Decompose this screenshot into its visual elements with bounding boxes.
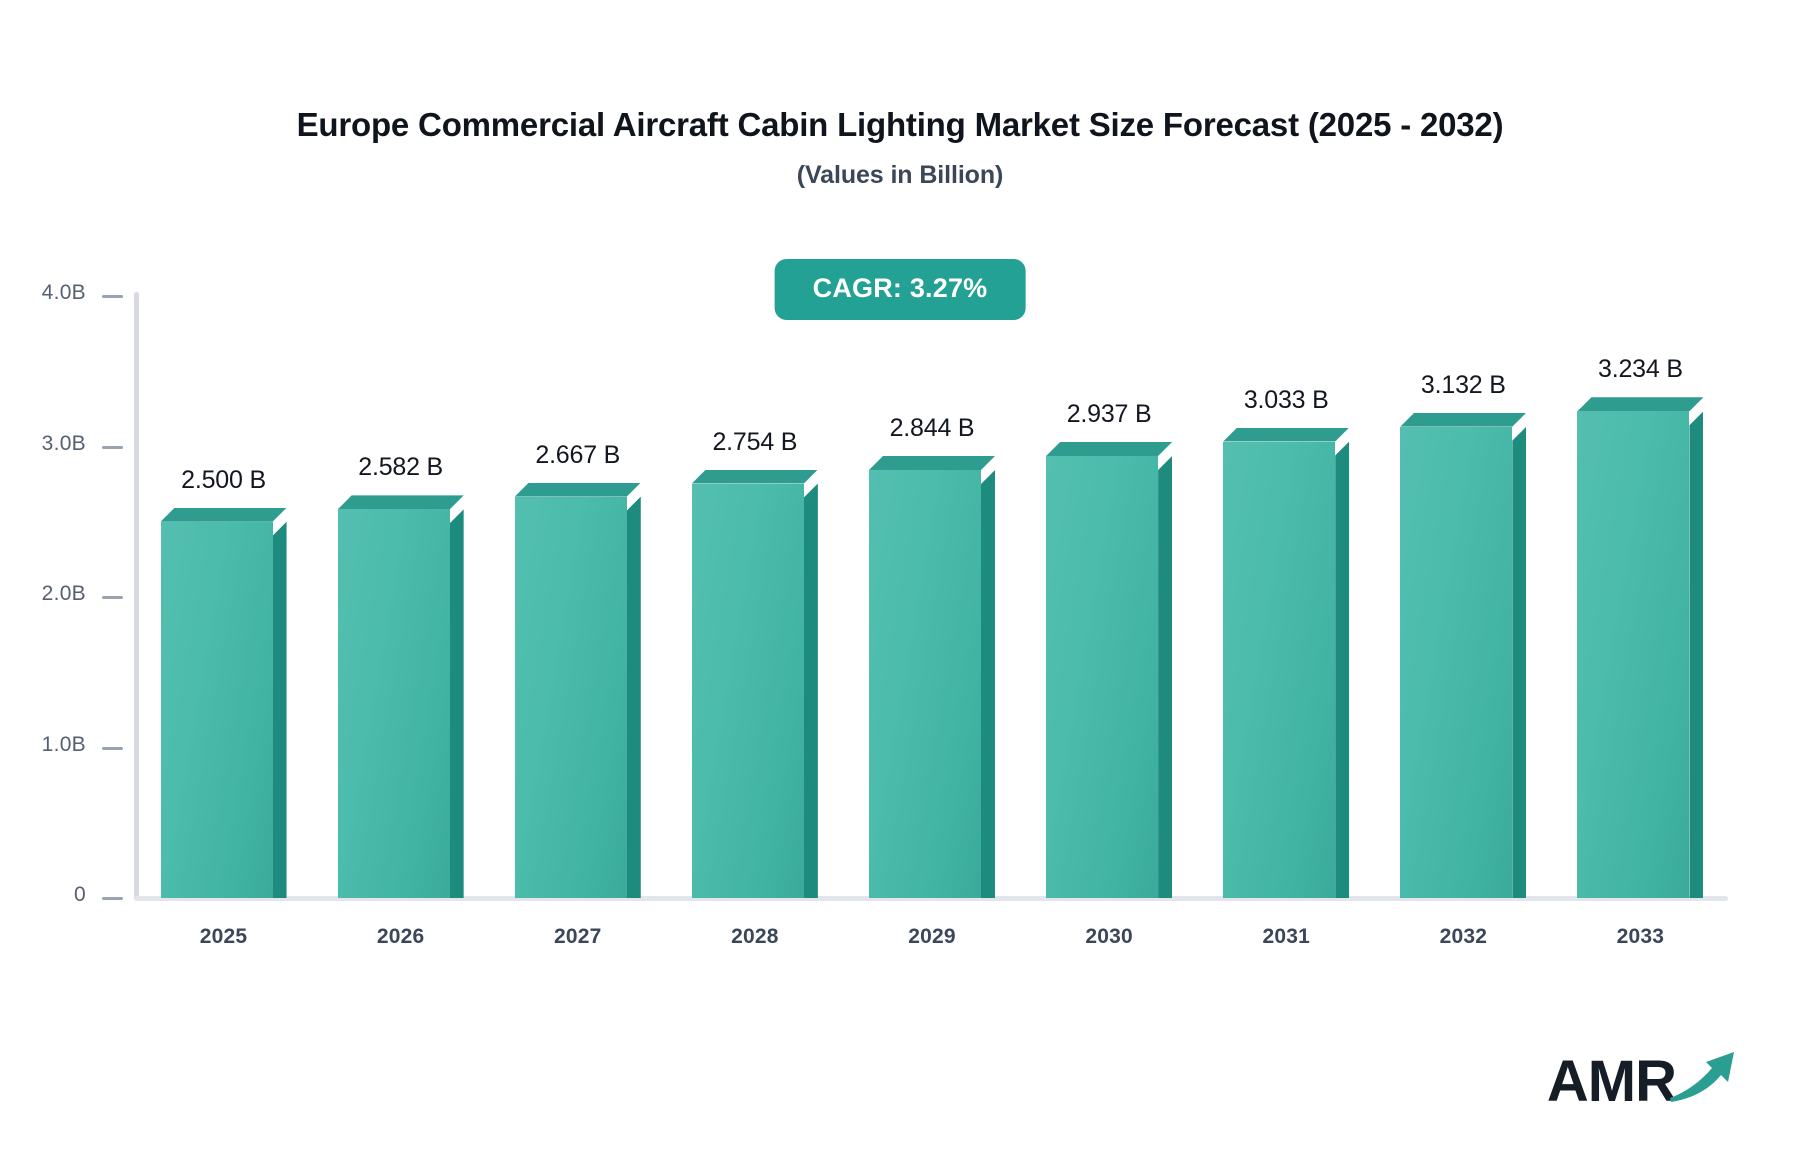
- bar-value-label: 2.582 B: [358, 453, 444, 482]
- x-axis-label: 2025: [199, 925, 248, 948]
- x-axis-label: 2031: [1262, 925, 1310, 948]
- x-axis-line: [134, 896, 1728, 901]
- cagr-badge: CAGR: 3.27%: [774, 259, 1026, 320]
- bar-value-label: 2.500 B: [181, 465, 266, 494]
- bar-column[interactable]: [1223, 441, 1350, 898]
- bar-side-face: [1335, 441, 1350, 898]
- bar-top-face: [692, 470, 818, 484]
- y-axis-tick-mark: [102, 897, 123, 900]
- x-axis-label: 2030: [1085, 925, 1133, 948]
- chart-subtitle: (Values in Billion): [796, 160, 1004, 189]
- bar-front-face: [514, 496, 627, 898]
- bar-column[interactable]: [1577, 411, 1704, 898]
- bar-top-face: [1577, 397, 1703, 411]
- y-axis-tick-mark: [102, 746, 123, 750]
- bar-side-face: [449, 509, 464, 898]
- bar-side-face: [803, 483, 818, 898]
- bar-side-face: [1689, 411, 1704, 898]
- bar-column[interactable]: [514, 496, 641, 898]
- bar-side-face: [272, 521, 287, 898]
- bar-front-face: [1400, 426, 1513, 898]
- x-axis-label: 2027: [554, 925, 602, 948]
- bar-value-label: 3.234 B: [1598, 355, 1683, 384]
- bar-value-label: 2.937 B: [1066, 399, 1152, 428]
- x-axis-label: 2026: [376, 925, 425, 948]
- bar-column[interactable]: [1046, 455, 1173, 898]
- bar-top-face: [869, 456, 995, 470]
- bar-side-face: [626, 496, 641, 898]
- y-axis-tick-mark: [102, 596, 123, 599]
- bar-side-face: [1512, 426, 1527, 898]
- bar-front-face: [160, 521, 273, 898]
- x-axis-label: 2032: [1439, 925, 1488, 948]
- bar-top-face: [338, 495, 464, 509]
- bar-value-label: 2.754 B: [712, 427, 798, 456]
- bar-column[interactable]: [869, 470, 995, 898]
- logo-text: AMR: [1546, 1049, 1677, 1114]
- bar-top-face: [161, 508, 287, 522]
- amr-logo: AMR: [1547, 1046, 1740, 1111]
- y-axis-tick-label: 4.0B: [41, 281, 86, 304]
- bar-value-label: 2.844 B: [889, 413, 975, 442]
- bar-side-face: [981, 469, 995, 898]
- bar-value-label: 2.667 B: [535, 440, 621, 469]
- bar-value-label: 3.033 B: [1243, 385, 1329, 414]
- bar-front-face: [869, 469, 981, 898]
- bar-top-face: [1400, 413, 1526, 427]
- bar-front-face: [1046, 455, 1159, 898]
- x-axis-label: 2033: [1616, 925, 1665, 948]
- bar-side-face: [1158, 455, 1173, 898]
- title-block: Europe Commercial Aircraft Cabin Lightin…: [0, 105, 1800, 190]
- y-axis-tick-label: 2.0B: [41, 582, 86, 605]
- bar-top-face: [515, 483, 641, 497]
- bar-top-face: [1223, 428, 1349, 442]
- bar-top-face: [1046, 442, 1172, 456]
- y-axis-tick-label: 1.0B: [41, 732, 86, 756]
- bar-column[interactable]: [337, 509, 464, 898]
- y-axis-tick-mark: [102, 295, 123, 298]
- bar-column[interactable]: [1400, 426, 1527, 898]
- bar-front-face: [1223, 441, 1336, 898]
- bar-front-face: [337, 509, 450, 898]
- bar-column[interactable]: [691, 483, 818, 898]
- y-axis-tick-label: 3.0B: [41, 431, 86, 455]
- bar-front-face: [1577, 411, 1690, 898]
- x-axis-label: 2028: [731, 925, 779, 948]
- y-axis-tick-label: 0: [74, 883, 86, 906]
- bar-column[interactable]: [160, 521, 287, 898]
- bar-value-label: 3.132 B: [1420, 370, 1506, 399]
- y-axis-line: [134, 292, 139, 900]
- bar-front-face: [691, 483, 804, 898]
- y-axis-tick-mark: [102, 445, 123, 449]
- page-title: Europe Commercial Aircraft Cabin Lightin…: [296, 106, 1504, 143]
- growth-arrow-icon: [1668, 1046, 1740, 1109]
- x-axis-label: 2029: [908, 925, 956, 948]
- bar-series: 2.500 B 2.582 B 2.667 B 2.754 B 2.844 B 2.937…: [135, 0, 1729, 1156]
